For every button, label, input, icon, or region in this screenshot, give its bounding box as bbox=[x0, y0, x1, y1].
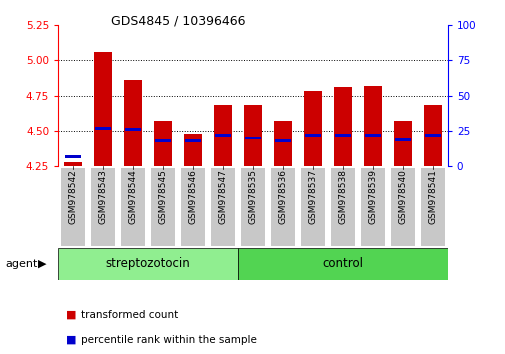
Text: agent: agent bbox=[5, 259, 37, 269]
Text: percentile rank within the sample: percentile rank within the sample bbox=[81, 335, 257, 345]
Text: control: control bbox=[322, 257, 363, 270]
Text: ■: ■ bbox=[66, 310, 76, 320]
Text: GSM978544: GSM978544 bbox=[128, 169, 137, 224]
Bar bbox=[214, 105, 232, 166]
Text: GSM978546: GSM978546 bbox=[188, 169, 197, 224]
FancyBboxPatch shape bbox=[420, 168, 443, 246]
Text: GSM978545: GSM978545 bbox=[158, 169, 167, 224]
FancyBboxPatch shape bbox=[271, 168, 294, 246]
Text: transformed count: transformed count bbox=[81, 310, 178, 320]
Bar bbox=[243, 105, 262, 166]
Text: GSM978547: GSM978547 bbox=[218, 169, 227, 224]
Text: streptozotocin: streptozotocin bbox=[106, 257, 190, 270]
FancyBboxPatch shape bbox=[361, 168, 384, 246]
Bar bbox=[363, 86, 381, 166]
Text: GSM978536: GSM978536 bbox=[278, 169, 287, 224]
Bar bbox=[423, 105, 441, 166]
Bar bbox=[95, 127, 111, 130]
Bar bbox=[393, 121, 411, 166]
FancyBboxPatch shape bbox=[151, 168, 174, 246]
FancyBboxPatch shape bbox=[62, 168, 85, 246]
Bar bbox=[124, 80, 142, 166]
Bar bbox=[184, 134, 201, 166]
Bar bbox=[215, 134, 231, 137]
Text: GSM978540: GSM978540 bbox=[397, 169, 407, 224]
Bar bbox=[64, 162, 82, 166]
FancyBboxPatch shape bbox=[211, 168, 234, 246]
Bar bbox=[333, 87, 351, 166]
Text: GSM978541: GSM978541 bbox=[427, 169, 436, 224]
FancyBboxPatch shape bbox=[91, 168, 115, 246]
Text: GSM978543: GSM978543 bbox=[98, 169, 108, 224]
Text: GSM978539: GSM978539 bbox=[368, 169, 377, 224]
Bar bbox=[94, 52, 112, 166]
FancyBboxPatch shape bbox=[241, 168, 264, 246]
Bar bbox=[65, 155, 81, 158]
Bar bbox=[185, 139, 201, 142]
Bar bbox=[304, 134, 320, 137]
Bar bbox=[394, 138, 410, 141]
Text: GSM978542: GSM978542 bbox=[69, 169, 78, 224]
Bar bbox=[334, 134, 350, 137]
Bar bbox=[125, 128, 141, 131]
FancyBboxPatch shape bbox=[331, 168, 354, 246]
Bar bbox=[424, 134, 440, 137]
Bar bbox=[58, 248, 237, 280]
Bar bbox=[244, 137, 261, 139]
Bar bbox=[274, 139, 290, 142]
Text: GSM978535: GSM978535 bbox=[248, 169, 257, 224]
FancyBboxPatch shape bbox=[300, 168, 324, 246]
Bar bbox=[273, 121, 291, 166]
Text: ■: ■ bbox=[66, 335, 76, 345]
FancyBboxPatch shape bbox=[181, 168, 205, 246]
Bar bbox=[364, 134, 380, 137]
Text: GSM978538: GSM978538 bbox=[338, 169, 347, 224]
Bar bbox=[155, 139, 171, 142]
Bar bbox=[304, 91, 321, 166]
Bar bbox=[154, 121, 172, 166]
Text: GSM978537: GSM978537 bbox=[308, 169, 317, 224]
Text: ▶: ▶ bbox=[38, 259, 46, 269]
FancyBboxPatch shape bbox=[390, 168, 414, 246]
FancyBboxPatch shape bbox=[121, 168, 144, 246]
Text: GDS4845 / 10396466: GDS4845 / 10396466 bbox=[111, 14, 245, 27]
Bar bbox=[237, 248, 447, 280]
